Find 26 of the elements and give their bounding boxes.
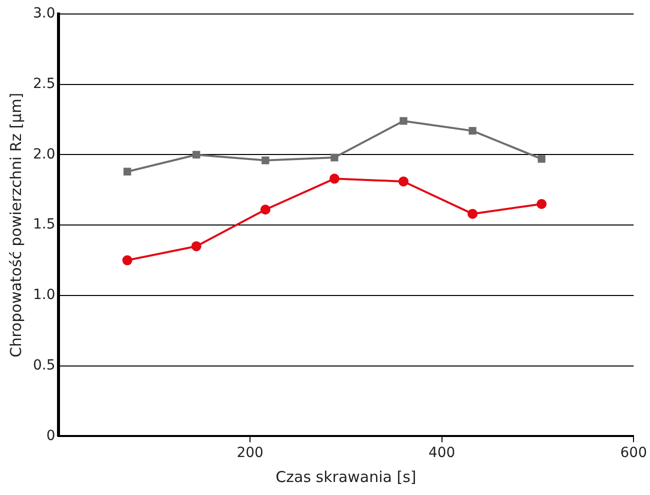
point (122, 255, 132, 266)
point (400, 117, 408, 125)
y-tick-label: 3.0 (33, 6, 56, 22)
y-axis-title: Chropowatość powierzchni Rz [µm] (6, 92, 25, 358)
point (123, 168, 132, 176)
point (329, 174, 340, 184)
point (468, 208, 478, 219)
x-tick-label: 400 (428, 445, 456, 462)
y-tick-label: 0.5 (33, 357, 56, 374)
y-tick-label: 2.5 (33, 76, 56, 92)
y-tick-label: 1.5 (33, 216, 56, 233)
point (260, 204, 270, 215)
point (191, 241, 202, 252)
point (538, 155, 546, 163)
y-tick-label: 0 (46, 428, 56, 444)
point (398, 176, 408, 186)
x-tick-label: 200 (236, 445, 264, 462)
y-tick-label: 1.0 (33, 287, 56, 304)
point (330, 154, 338, 162)
y-tick-label: 2.0 (33, 146, 56, 162)
point (262, 156, 270, 164)
point (536, 198, 547, 209)
x-axis-title: Czas skrawania [s] (276, 468, 416, 486)
x-tick-label: 600 (620, 445, 648, 462)
point (468, 126, 476, 135)
point (192, 150, 200, 159)
